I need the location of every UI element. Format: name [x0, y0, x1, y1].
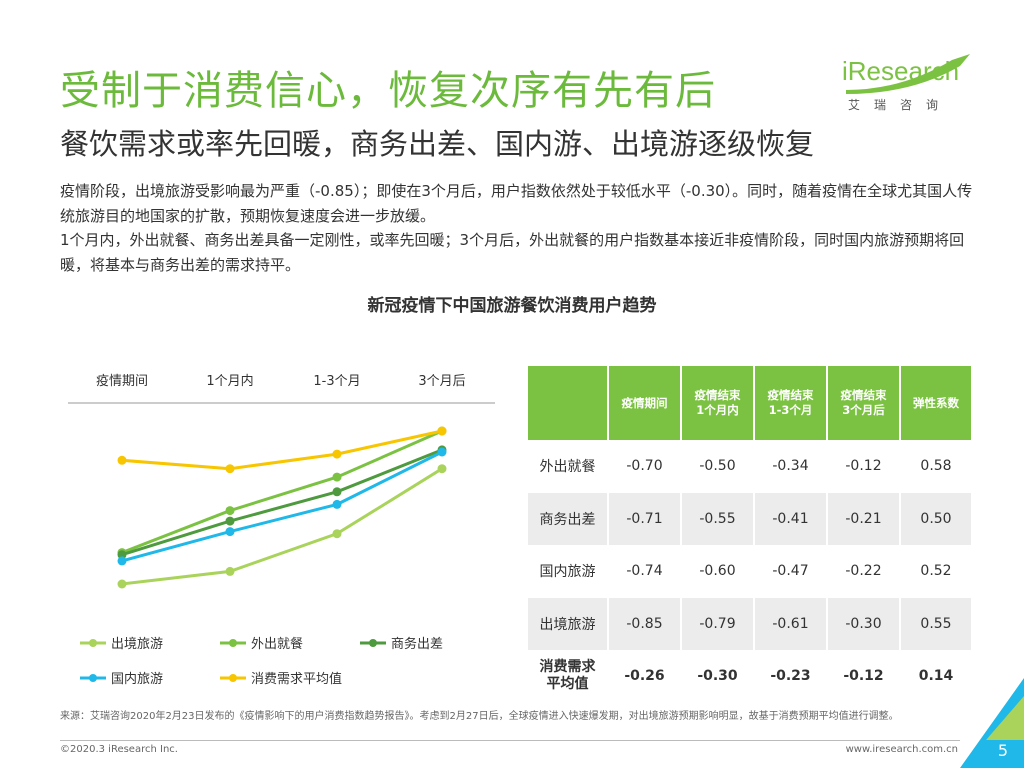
table-row: 出境旅游 -0.85 -0.79 -0.61 -0.30 0.55 — [528, 597, 971, 650]
table-cell: -0.61 — [753, 597, 827, 650]
data-point — [225, 527, 235, 537]
table-cell: -0.12 — [826, 440, 900, 493]
logo-i-letter: i — [842, 56, 848, 86]
table-cell: -0.47 — [753, 545, 827, 598]
table-cell: -0.34 — [753, 440, 827, 493]
x-axis-tick-label: 3个月后 — [418, 374, 465, 389]
page-subtitle: 餐饮需求或率先回暖，商务出差、国内游、出境游逐级恢复 — [60, 127, 815, 161]
series-line — [121, 450, 443, 563]
table-row: 外出就餐 -0.70 -0.50 -0.34 -0.12 0.58 — [528, 440, 971, 493]
table-cell: -0.79 — [680, 597, 754, 650]
table-header-row: 疫情期间 疫情结束 1个月内 疫情结束 1-3个月 疫情结束 3个月后 弹性系数 — [528, 366, 971, 440]
data-point — [117, 556, 127, 566]
table-row-average: 消费需求 平均值 -0.26 -0.30 -0.23 -0.12 0.14 — [528, 650, 971, 703]
table-header-cell — [528, 366, 608, 440]
legend-marker — [229, 674, 237, 682]
footer-divider — [60, 740, 960, 741]
series-line — [121, 448, 443, 557]
data-point — [437, 426, 447, 436]
data-point — [437, 464, 447, 474]
logo-wordmark: iResearch — [842, 56, 959, 87]
description-paragraph-2: 1个月内，外出就餐、商务出差具备一定刚性，或率先回暖；3个月后，外出就餐的用户指… — [60, 231, 965, 274]
table-cell: -0.85 — [607, 597, 681, 650]
table-cell: -0.60 — [680, 545, 754, 598]
legend-marker — [229, 639, 237, 647]
table-row-label: 出境旅游 — [528, 597, 608, 650]
data-point — [117, 550, 127, 560]
series-line — [121, 429, 443, 471]
table-cell: -0.30 — [826, 597, 900, 650]
table-row-label: 商务出差 — [528, 492, 608, 545]
table-cell: -0.26 — [607, 650, 681, 703]
table-header-cell: 疫情结束 3个月后 — [826, 366, 900, 440]
legend-label: 国内旅游 — [111, 671, 163, 687]
data-point — [225, 516, 235, 526]
table-row: 国内旅游 -0.74 -0.60 -0.47 -0.22 0.52 — [528, 545, 971, 598]
table-cell: -0.22 — [826, 545, 900, 598]
logo-swoosh-icon — [846, 54, 970, 94]
data-point — [332, 499, 342, 509]
table-header-cell: 疫情结束 1-3个月 — [753, 366, 827, 440]
data-table: 疫情期间 疫情结束 1个月内 疫情结束 1-3个月 疫情结束 3个月后 弹性系数… — [528, 366, 971, 703]
legend-marker — [89, 674, 97, 682]
table-cell: 0.14 — [899, 650, 971, 703]
table-cell: 0.50 — [899, 492, 971, 545]
x-axis-tick-label: 疫情期间 — [96, 373, 148, 389]
table-header-cell: 弹性系数 — [899, 366, 971, 440]
data-point — [437, 447, 447, 457]
legend-marker — [89, 639, 97, 647]
legend-label: 商务出差 — [391, 636, 443, 652]
series-line — [121, 467, 443, 586]
data-point — [332, 487, 342, 497]
legend-label: 消费需求平均值 — [251, 671, 342, 687]
table-cell: -0.50 — [680, 440, 754, 493]
data-point — [225, 566, 235, 576]
table-cell: -0.70 — [607, 440, 681, 493]
table-cell: -0.41 — [753, 492, 827, 545]
page-number: 5 — [997, 741, 1008, 760]
logo-chinese-name: 艾瑞咨询 — [848, 98, 953, 112]
page-title: 受制于消费信心，恢复次序有先有后 — [60, 68, 716, 114]
table-cell: -0.74 — [607, 545, 681, 598]
table-header-cell: 疫情结束 1个月内 — [680, 366, 754, 440]
table-header-cell: 疫情期间 — [607, 366, 681, 440]
table-row-label: 外出就餐 — [539, 459, 596, 476]
table-cell: -0.71 — [607, 492, 681, 545]
table-cell: 0.55 — [899, 597, 971, 650]
data-point — [117, 579, 127, 589]
table-cell: -0.55 — [680, 492, 754, 545]
corner-decoration — [960, 678, 1024, 768]
legend-marker — [369, 639, 377, 647]
chart-title: 新冠疫情下中国旅游餐饮消费用户趋势 — [367, 296, 657, 316]
source-note: 来源：艾瑞咨询2020年2月23日发布的《疫情影响下的用户消费指数趋势报告》。考… — [60, 711, 899, 722]
data-point — [225, 506, 235, 516]
table-row: 商务出差 -0.71 -0.55 -0.41 -0.21 0.50 — [528, 492, 971, 545]
copyright: ©2020.3 iResearch Inc. — [60, 744, 178, 755]
table-cell: -0.21 — [826, 492, 900, 545]
x-axis-tick-label: 1个月内 — [206, 373, 253, 389]
table-row-label: 国内旅游 — [539, 564, 596, 581]
table-cell: -0.23 — [753, 650, 827, 703]
data-point — [332, 529, 342, 539]
description-paragraph-1: 疫情阶段，出境旅游受影响最为严重（-0.85）；即使在3个月后，用户指数依然处于… — [60, 182, 973, 225]
data-point — [225, 464, 235, 474]
legend-label: 外出就餐 — [251, 636, 303, 652]
table-cell: 0.52 — [899, 545, 971, 598]
table-row-label: 消费需求 平均值 — [539, 659, 596, 693]
logo-word-research: Research — [847, 56, 960, 86]
legend-label: 出境旅游 — [111, 637, 163, 652]
data-point — [332, 449, 342, 459]
x-axis-tick-label: 1-3个月 — [313, 374, 360, 389]
series-line — [121, 429, 443, 554]
description: 疫情阶段，出境旅游受影响最为严重（-0.85）；即使在3个月后，用户指数依然处于… — [60, 179, 975, 277]
website-link[interactable]: www.iresearch.com.cn — [845, 744, 958, 755]
table-cell: 0.58 — [899, 440, 971, 493]
iresearch-logo: iResearch 艾瑞咨询 — [842, 50, 982, 120]
table-cell: -0.12 — [826, 650, 900, 703]
table-cell: -0.30 — [680, 650, 754, 703]
data-point — [332, 472, 342, 482]
data-point — [117, 455, 127, 465]
